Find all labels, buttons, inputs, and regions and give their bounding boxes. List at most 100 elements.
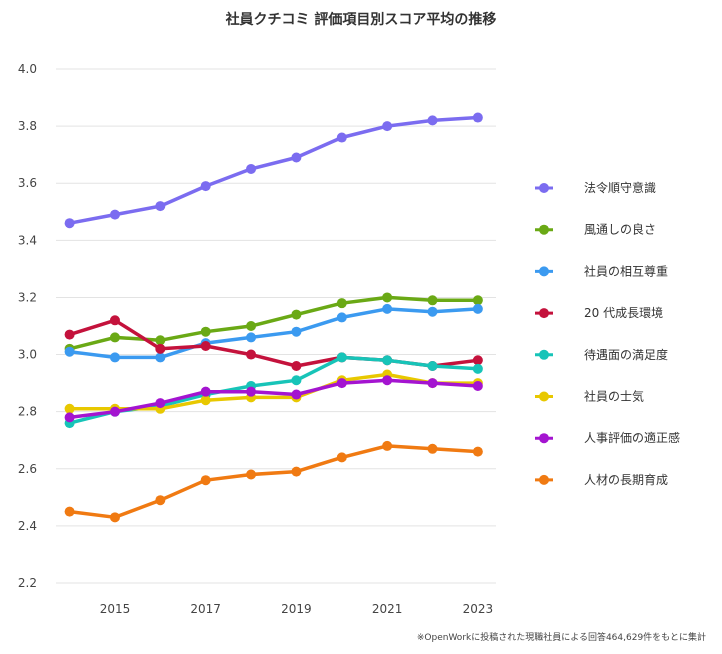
legend-swatch-marker (539, 224, 549, 235)
legend-label: 人材の長期育成 (584, 472, 668, 487)
legend-item: 社員の相互尊重 (535, 263, 668, 278)
legend-item: 風通しの良さ (535, 222, 656, 237)
data-point (336, 352, 347, 363)
data-point (427, 306, 438, 317)
data-point (472, 112, 483, 123)
legend-swatch-marker (539, 433, 549, 444)
grid-lines (56, 68, 496, 584)
data-point (155, 343, 166, 354)
series-4 (64, 315, 483, 371)
y-tick-label: 3.6 (18, 176, 37, 190)
data-point (427, 378, 438, 389)
legend-item: 社員の士気 (535, 389, 644, 404)
legend-label: 20 代成長環境 (584, 305, 663, 320)
x-tick-label: 2017 (190, 602, 221, 616)
data-point (64, 218, 75, 229)
data-point (246, 321, 257, 331)
data-point (291, 326, 302, 337)
data-point (246, 349, 257, 360)
data-point (109, 332, 120, 343)
data-point (472, 355, 483, 366)
data-point (291, 309, 302, 320)
data-point (472, 363, 483, 374)
data-point (472, 380, 483, 391)
y-tick-label: 2.2 (18, 576, 37, 590)
data-point (291, 375, 302, 386)
legend-item: 法令順守意識 (535, 180, 656, 195)
data-point (109, 352, 120, 363)
data-point (291, 360, 302, 371)
x-tick-label: 2019 (281, 602, 312, 616)
data-point (382, 440, 393, 451)
data-point (64, 403, 75, 414)
legend-swatch-marker (539, 349, 549, 360)
y-tick-label: 3.0 (18, 348, 37, 362)
legend-item: 人事評価の適正感 (535, 430, 680, 445)
data-point (109, 209, 120, 220)
data-point (291, 152, 302, 163)
data-point (109, 512, 120, 523)
legend-label: 風通しの良さ (584, 222, 656, 237)
legend-swatch-marker (539, 391, 549, 402)
data-point (200, 395, 211, 406)
x-tick-label: 2023 (463, 602, 494, 616)
data-point (200, 326, 211, 337)
data-point (200, 386, 211, 397)
data-point (109, 406, 120, 417)
legend-label: 社員の相互尊重 (584, 263, 668, 278)
legend-label: 人事評価の適正感 (584, 430, 680, 445)
series-line (67, 115, 480, 225)
footnote: ※OpenWorkに投稿された現職社員による回答464,629件をもとに集計 (417, 631, 706, 643)
y-tick-label: 4.0 (18, 62, 37, 76)
data-point (291, 466, 302, 477)
data-point (64, 412, 75, 423)
series-1 (64, 112, 483, 229)
series-5 (64, 352, 483, 429)
data-point (427, 360, 438, 371)
y-tick-label: 2.8 (18, 405, 37, 419)
data-point (246, 332, 257, 343)
series-2 (64, 292, 483, 354)
series-8 (64, 440, 483, 523)
series-line (67, 378, 480, 420)
data-point (382, 375, 393, 386)
data-point (200, 181, 211, 192)
data-point (427, 295, 438, 306)
data-point (382, 121, 393, 132)
data-point (336, 452, 347, 463)
legend-label: 待遇面の満足度 (584, 347, 668, 362)
legend-item: 20 代成長環境 (535, 305, 663, 320)
x-tick-label: 2021 (372, 602, 403, 616)
series-group (64, 112, 483, 523)
y-tick-label: 3.8 (18, 119, 37, 133)
y-tick-label: 2.4 (18, 519, 37, 533)
data-point (246, 163, 257, 174)
data-point (472, 446, 483, 457)
legend-swatch-marker (539, 266, 549, 277)
data-point (155, 201, 166, 212)
legend-label: 社員の士気 (584, 389, 644, 404)
data-point (336, 298, 347, 309)
y-tick-label: 3.2 (18, 290, 37, 304)
data-point (472, 303, 483, 314)
data-point (472, 295, 483, 306)
legend-swatch-marker (539, 474, 549, 485)
series-3 (64, 303, 483, 363)
data-point (155, 352, 166, 363)
series-line (67, 307, 480, 360)
data-point (291, 389, 302, 400)
data-point (64, 329, 75, 340)
data-point (109, 315, 120, 326)
data-point (336, 378, 347, 389)
y-axis: 2.2 2.4 2.6 2.8 3.0 3.2 3.4 3.6 3.8 4.0 (18, 62, 37, 590)
series-line (67, 355, 480, 425)
series-line (67, 444, 480, 520)
legend-label: 法令順守意識 (584, 180, 656, 195)
data-point (382, 355, 393, 366)
data-point (246, 386, 257, 397)
legend-swatch-marker (539, 183, 549, 193)
legend-item: 人材の長期育成 (535, 472, 668, 487)
data-point (200, 340, 211, 351)
